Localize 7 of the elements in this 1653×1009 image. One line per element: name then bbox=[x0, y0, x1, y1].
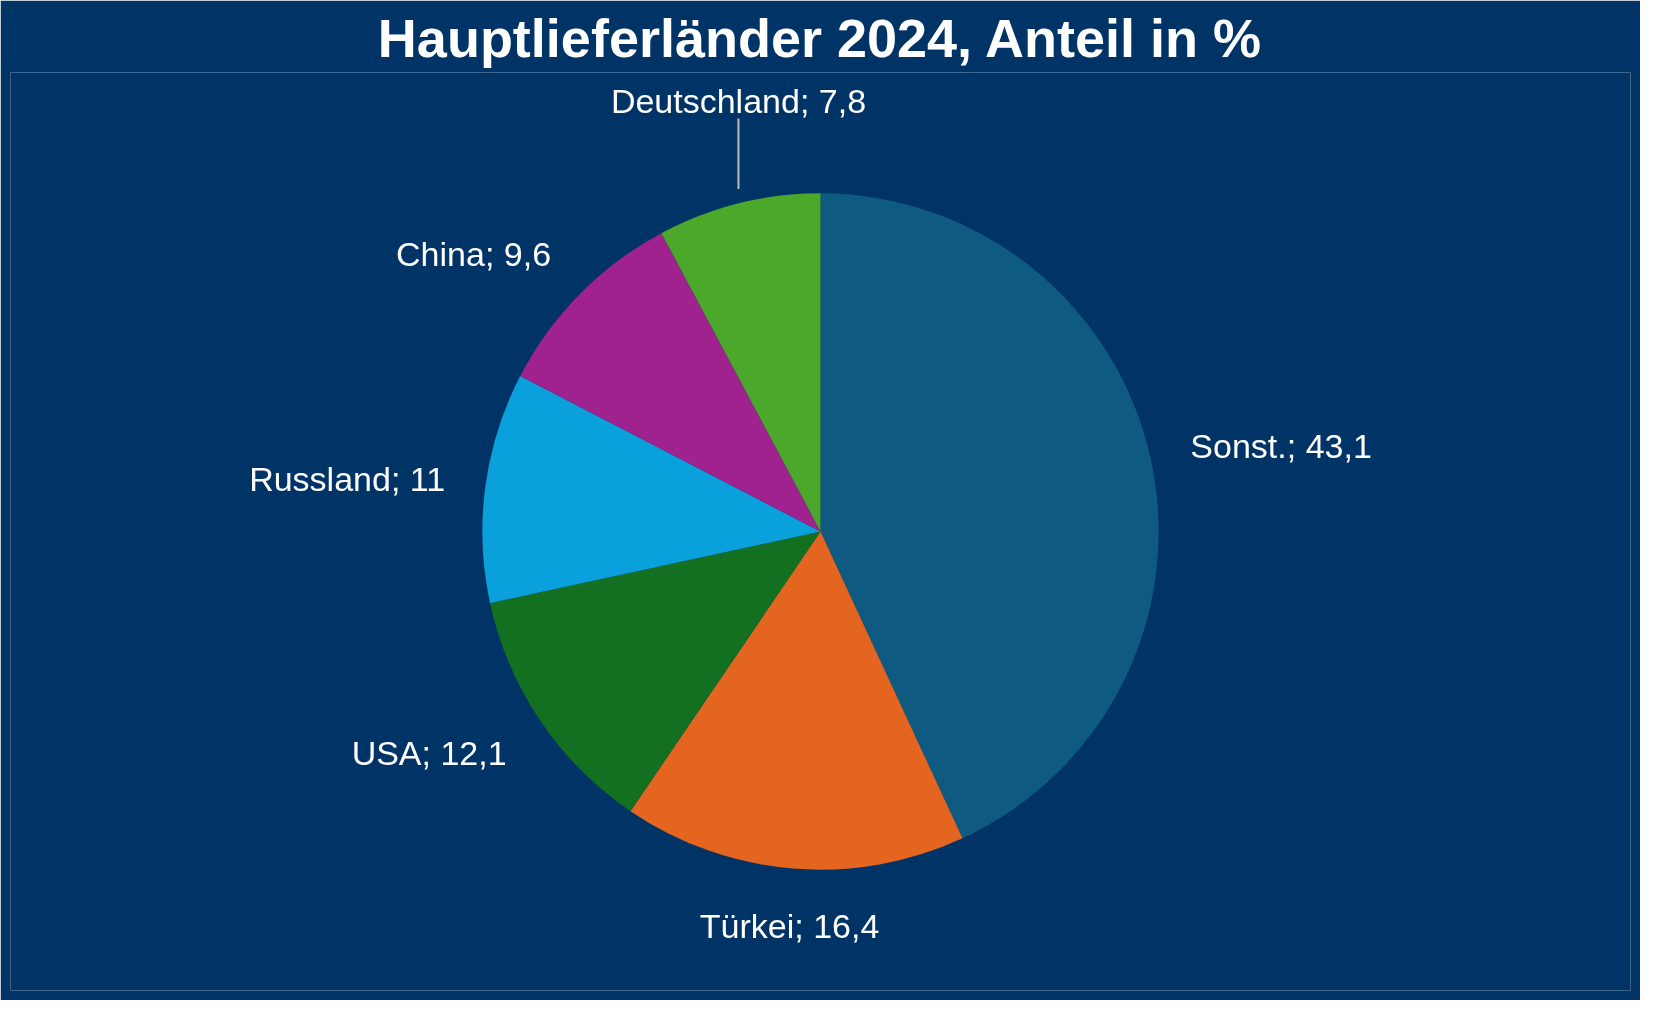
slice-label: Türkei; 16,4 bbox=[699, 906, 880, 945]
slice-label: Deutschland; 7,8 bbox=[610, 81, 867, 120]
slice-label: Sonst.; 43,1 bbox=[1190, 427, 1372, 466]
chart-title: Hauptlieferländer 2024, Anteil in % bbox=[377, 7, 1262, 68]
slice-label: USA; 12,1 bbox=[351, 733, 507, 772]
slice-label: Russland; 11 bbox=[249, 460, 446, 499]
slice-label: China; 9,6 bbox=[396, 234, 552, 273]
